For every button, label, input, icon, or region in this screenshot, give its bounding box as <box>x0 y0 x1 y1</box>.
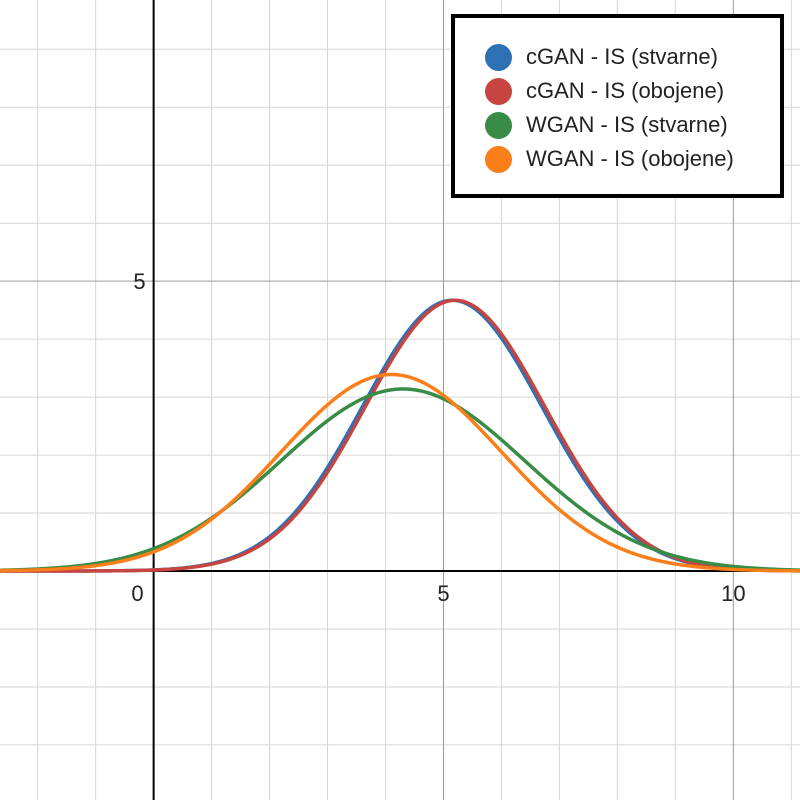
legend-label: cGAN - IS (stvarne) <box>526 44 718 69</box>
legend-item: WGAN - IS (obojene) <box>485 142 780 176</box>
series-line-2 <box>0 387 800 572</box>
legend: cGAN - IS (stvarne) cGAN - IS (obojene) … <box>451 14 784 198</box>
x-tick-label: 10 <box>721 581 745 606</box>
legend-item: WGAN - IS (stvarne) <box>485 108 780 142</box>
x-tick-label: 0 <box>131 581 143 606</box>
series-line-3 <box>0 372 800 573</box>
y-tick-label: 5 <box>133 269 145 294</box>
legend-swatch <box>485 145 512 173</box>
legend-swatch <box>485 43 512 71</box>
legend-label: WGAN - IS (obojene) <box>526 146 734 171</box>
legend-label: cGAN - IS (obojene) <box>526 78 725 103</box>
tick-labels: 0 5 10 5 <box>131 269 745 606</box>
x-tick-label: 5 <box>437 581 449 606</box>
legend-label: WGAN - IS (stvarne) <box>526 112 728 137</box>
legend-item: cGAN - IS (stvarne) <box>485 40 780 74</box>
legend-swatch <box>485 111 512 139</box>
legend-swatch <box>485 77 512 105</box>
legend-item: cGAN - IS (obojene) <box>485 74 780 108</box>
series-curves <box>0 298 800 573</box>
